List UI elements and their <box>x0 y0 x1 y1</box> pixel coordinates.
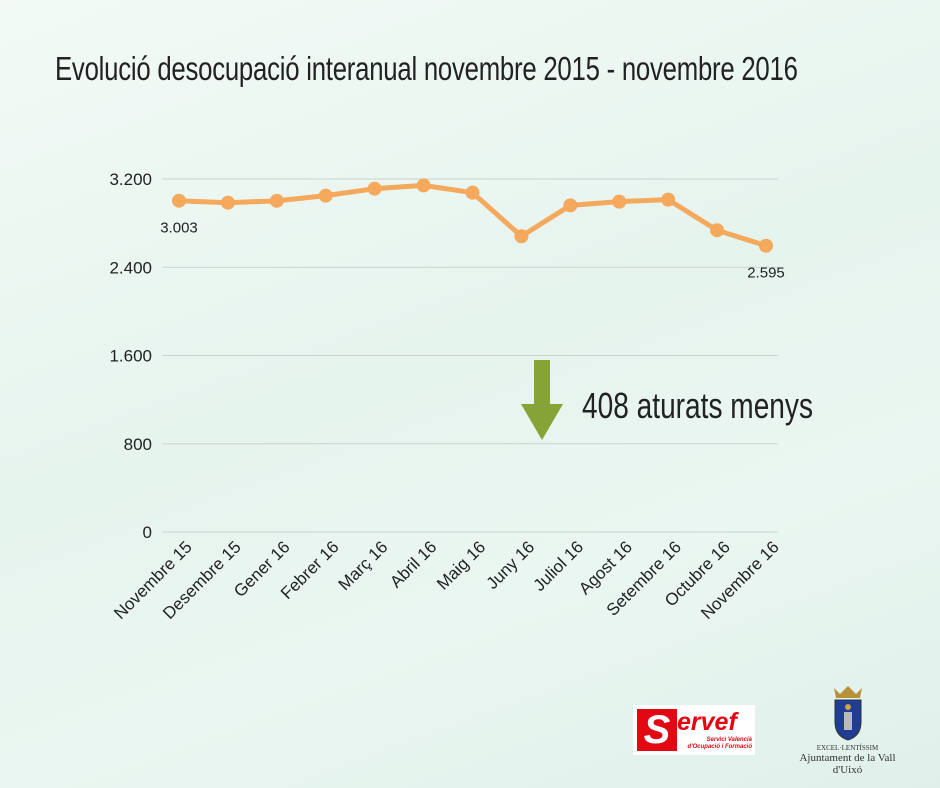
servef-line2: d'Ocupació i Formació <box>687 744 752 750</box>
servef-logo: S ervef Servici Valencià d'Ocupació i For… <box>633 705 755 755</box>
servef-logo-word: ervef <box>677 708 737 736</box>
data-point <box>563 198 578 213</box>
data-point <box>269 193 284 208</box>
data-point <box>367 181 382 196</box>
data-point <box>465 185 480 200</box>
x-tick-label: Juny 16 <box>483 537 539 593</box>
data-point <box>514 229 529 244</box>
coat-of-arms-icon <box>833 686 862 741</box>
annotation-text: 408 aturats menys <box>582 385 814 426</box>
y-tick-label: 2.400 <box>109 258 152 277</box>
down-arrow-icon <box>521 360 563 440</box>
x-tick-label: Abril 16 <box>386 537 440 591</box>
ajuntament-line1: EXCEL·LENTÍSSIM <box>816 744 879 752</box>
servef-line1: Servici Valencià <box>706 737 752 743</box>
y-tick-label: 3.200 <box>109 170 152 189</box>
data-point <box>710 223 725 238</box>
data-point <box>172 193 186 208</box>
ajuntament-logo: EXCEL·LENTÍSSIM Ajuntament de la Vall d'… <box>790 684 905 776</box>
y-tick-label: 1.600 <box>109 347 152 366</box>
chart-title: Evolució desocupació interanual novembre… <box>55 50 798 87</box>
y-tick-label: 0 <box>143 523 152 542</box>
data-label: 2.595 <box>747 265 785 282</box>
x-tick-label: Maig 16 <box>433 537 489 593</box>
x-tick-label: Març 16 <box>335 537 392 594</box>
servef-logo-letter: S <box>637 709 677 751</box>
data-point <box>612 194 627 209</box>
data-point <box>220 195 235 210</box>
data-label: 3.003 <box>160 220 198 237</box>
y-tick-label: 800 <box>124 435 152 454</box>
data-point <box>661 192 676 207</box>
servef-logo-subtitle: Servici Valencià d'Ocupació i Formació <box>688 737 752 751</box>
ajuntament-line2: Ajuntament de la Vall d'Uixó <box>799 752 896 776</box>
data-point <box>759 238 773 253</box>
data-point <box>416 178 431 193</box>
data-point <box>318 188 333 203</box>
